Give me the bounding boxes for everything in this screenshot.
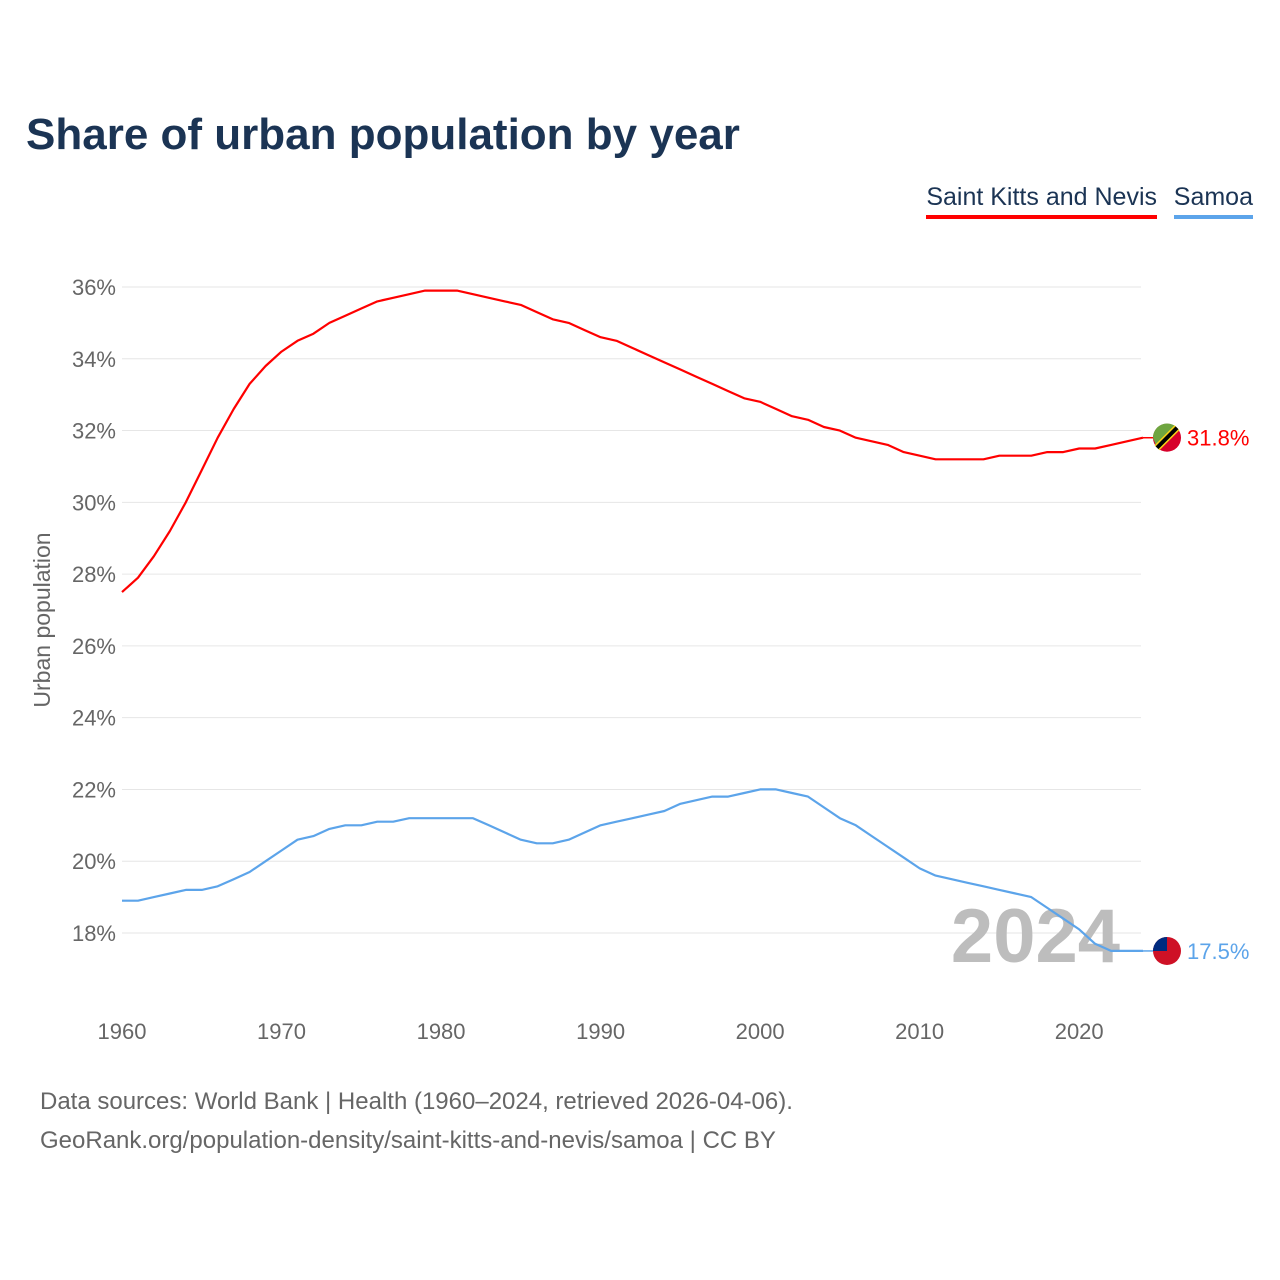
x-tick-label: 1980 (417, 1019, 466, 1044)
flag-black-band (1155, 426, 1179, 450)
year-watermark: 2024 (951, 894, 1120, 979)
series-line-saint-kitts-and-nevis (121, 289, 1144, 593)
y-tick-label: 28% (72, 562, 116, 587)
legend-samoa[interactable]: Samoa (1173, 183, 1253, 219)
chart-title: Share of urban population by year (26, 110, 740, 159)
end-value-label: 17.5% (1187, 939, 1249, 964)
x-tick-label: 2020 (1055, 1019, 1104, 1044)
source-link[interactable]: GeoRank.org/population-density/saint-kit… (40, 1127, 776, 1154)
y-tick-label: 36% (72, 275, 116, 300)
flag-blue-canton (1153, 936, 1167, 951)
y-tick-label: 22% (72, 777, 116, 802)
legend-saint-kitts-and-nevis[interactable]: Saint Kitts and Nevis (926, 183, 1157, 219)
y-tick-label: 24% (72, 706, 116, 731)
y-tick-label: 18% (72, 921, 116, 946)
x-tick-label: 1970 (257, 1019, 306, 1044)
x-tick-label: 1990 (576, 1019, 625, 1044)
y-tick-label: 30% (72, 490, 116, 515)
x-tick-label: 1960 (98, 1019, 147, 1044)
y-tick-label: 34% (72, 347, 116, 372)
y-tick-label: 26% (72, 634, 116, 659)
data-sources-note: Data sources: World Bank | Health (1960–… (40, 1088, 793, 1115)
series-line-samoa (122, 788, 1143, 952)
y-tick-label: 20% (72, 849, 116, 874)
end-value-label: 31.8% (1187, 426, 1249, 451)
x-tick-label: 2000 (736, 1019, 785, 1044)
x-tick-label: 2010 (895, 1019, 944, 1044)
y-tick-label: 32% (72, 419, 116, 444)
y-axis-label: Urban population (29, 532, 55, 707)
